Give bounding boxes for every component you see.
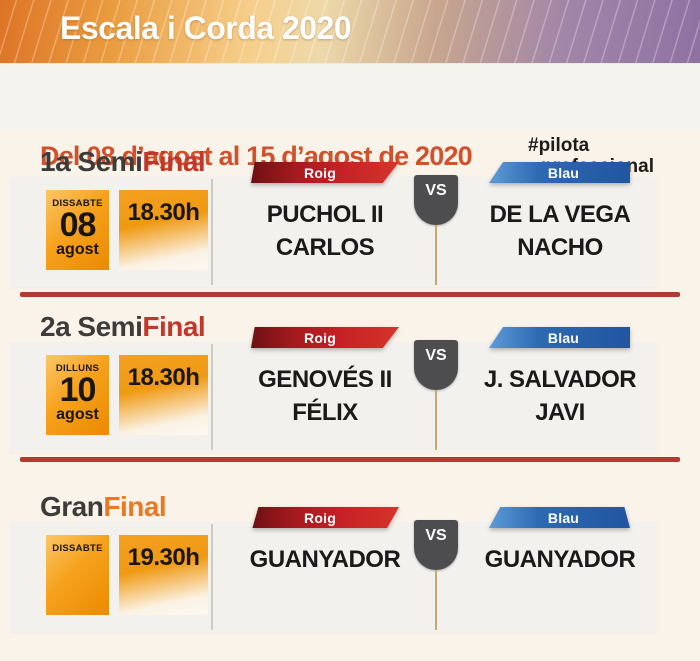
section-heading: 1a SemiFinal [40,146,206,178]
section-heading: GranFinal [40,491,167,523]
subheader-strip: Del 08 d’agost al 15 d’agost de 2020 #pi… [0,63,700,177]
vertical-separator [211,524,213,630]
heading-prefix: 2a Semi [40,311,143,342]
day-number: 10 [59,371,97,409]
date-box: DISSABTE 08 agost [46,190,109,270]
match-time: 19.30h [127,544,200,571]
match-section-2a-semifinal: 2a SemiFinal DILLUNS 10 agost 18.30h Roi… [0,311,700,481]
heading-prefix: 1a Semi [40,146,143,177]
time-box: 18.30h [119,190,208,270]
vertical-separator [211,344,213,450]
date-box: DISSABTE [46,535,109,615]
blue-team-names: J. SALVADOR JAVI [475,363,645,429]
time-box: 18.30h [119,355,208,435]
day-number: 08 [59,206,97,244]
day-name: DISSABTE [52,543,103,554]
red-team-names: GENOVÉS II FÉLIX [240,363,410,429]
red-team-ribbon: Roig [251,162,399,183]
section-heading: 2a SemiFinal [40,311,206,343]
heading-prefix: Gran [40,491,104,522]
month-label: agost [56,241,99,258]
day-name: DILLUNS [55,363,100,374]
red-player-2: FÉLIX [292,399,358,426]
match-time: 18.30h [127,199,200,226]
hashtag-line1: #pilota [528,135,590,156]
vs-badge: VS [414,175,458,225]
match-section-1a-semifinal: 1a SemiFinal DISSABTE 08 agost 18.30h Ro… [0,146,700,316]
blue-team-ribbon: Blau [489,327,630,348]
section-divider [20,457,680,462]
blue-player-2: JAVI [535,399,585,426]
red-team-ribbon: Roig [252,507,399,528]
vs-divider-line [435,390,437,450]
red-player-1: GENOVÉS II [258,366,392,393]
blue-player-1: J. SALVADOR [483,366,637,393]
section-divider [20,292,680,297]
time-box: 19.30h [119,535,208,615]
red-team-names: PUCHOL II CARLOS [240,198,410,264]
blue-team-names: DE LA VEGA NACHO [475,198,645,264]
header-gradient-banner: Escala i Corda 2020 [0,0,700,63]
match-time: 18.30h [127,364,200,391]
blue-player-2: NACHO [517,234,603,261]
match-section-gran-final: GranFinal DISSABTE 19.30h Roig GUANYADOR… [0,491,700,661]
heading-suffix: Final [142,146,206,177]
red-player-1: PUCHOL II [266,201,384,228]
date-box: DILLUNS 10 agost [46,355,109,435]
red-player-2: CARLOS [275,234,375,261]
blue-team-ribbon: Blau [489,162,630,183]
match-panel [10,342,656,452]
blue-player-1: DE LA VEGA [489,201,631,228]
heading-suffix: Final [142,311,206,342]
match-panel [10,177,656,287]
day-name: DISSABTE [52,198,103,209]
red-team-ribbon: Roig [251,327,399,348]
vs-divider-line [435,570,437,630]
vs-badge: VS [414,520,458,570]
event-title: Escala i Corda 2020 [60,10,352,46]
vs-badge: VS [414,340,458,390]
vs-divider-line [435,225,437,285]
heading-suffix: Final [103,491,167,522]
month-label: agost [56,406,99,423]
blue-team-ribbon: Blau [489,507,630,528]
vertical-separator [211,179,213,285]
